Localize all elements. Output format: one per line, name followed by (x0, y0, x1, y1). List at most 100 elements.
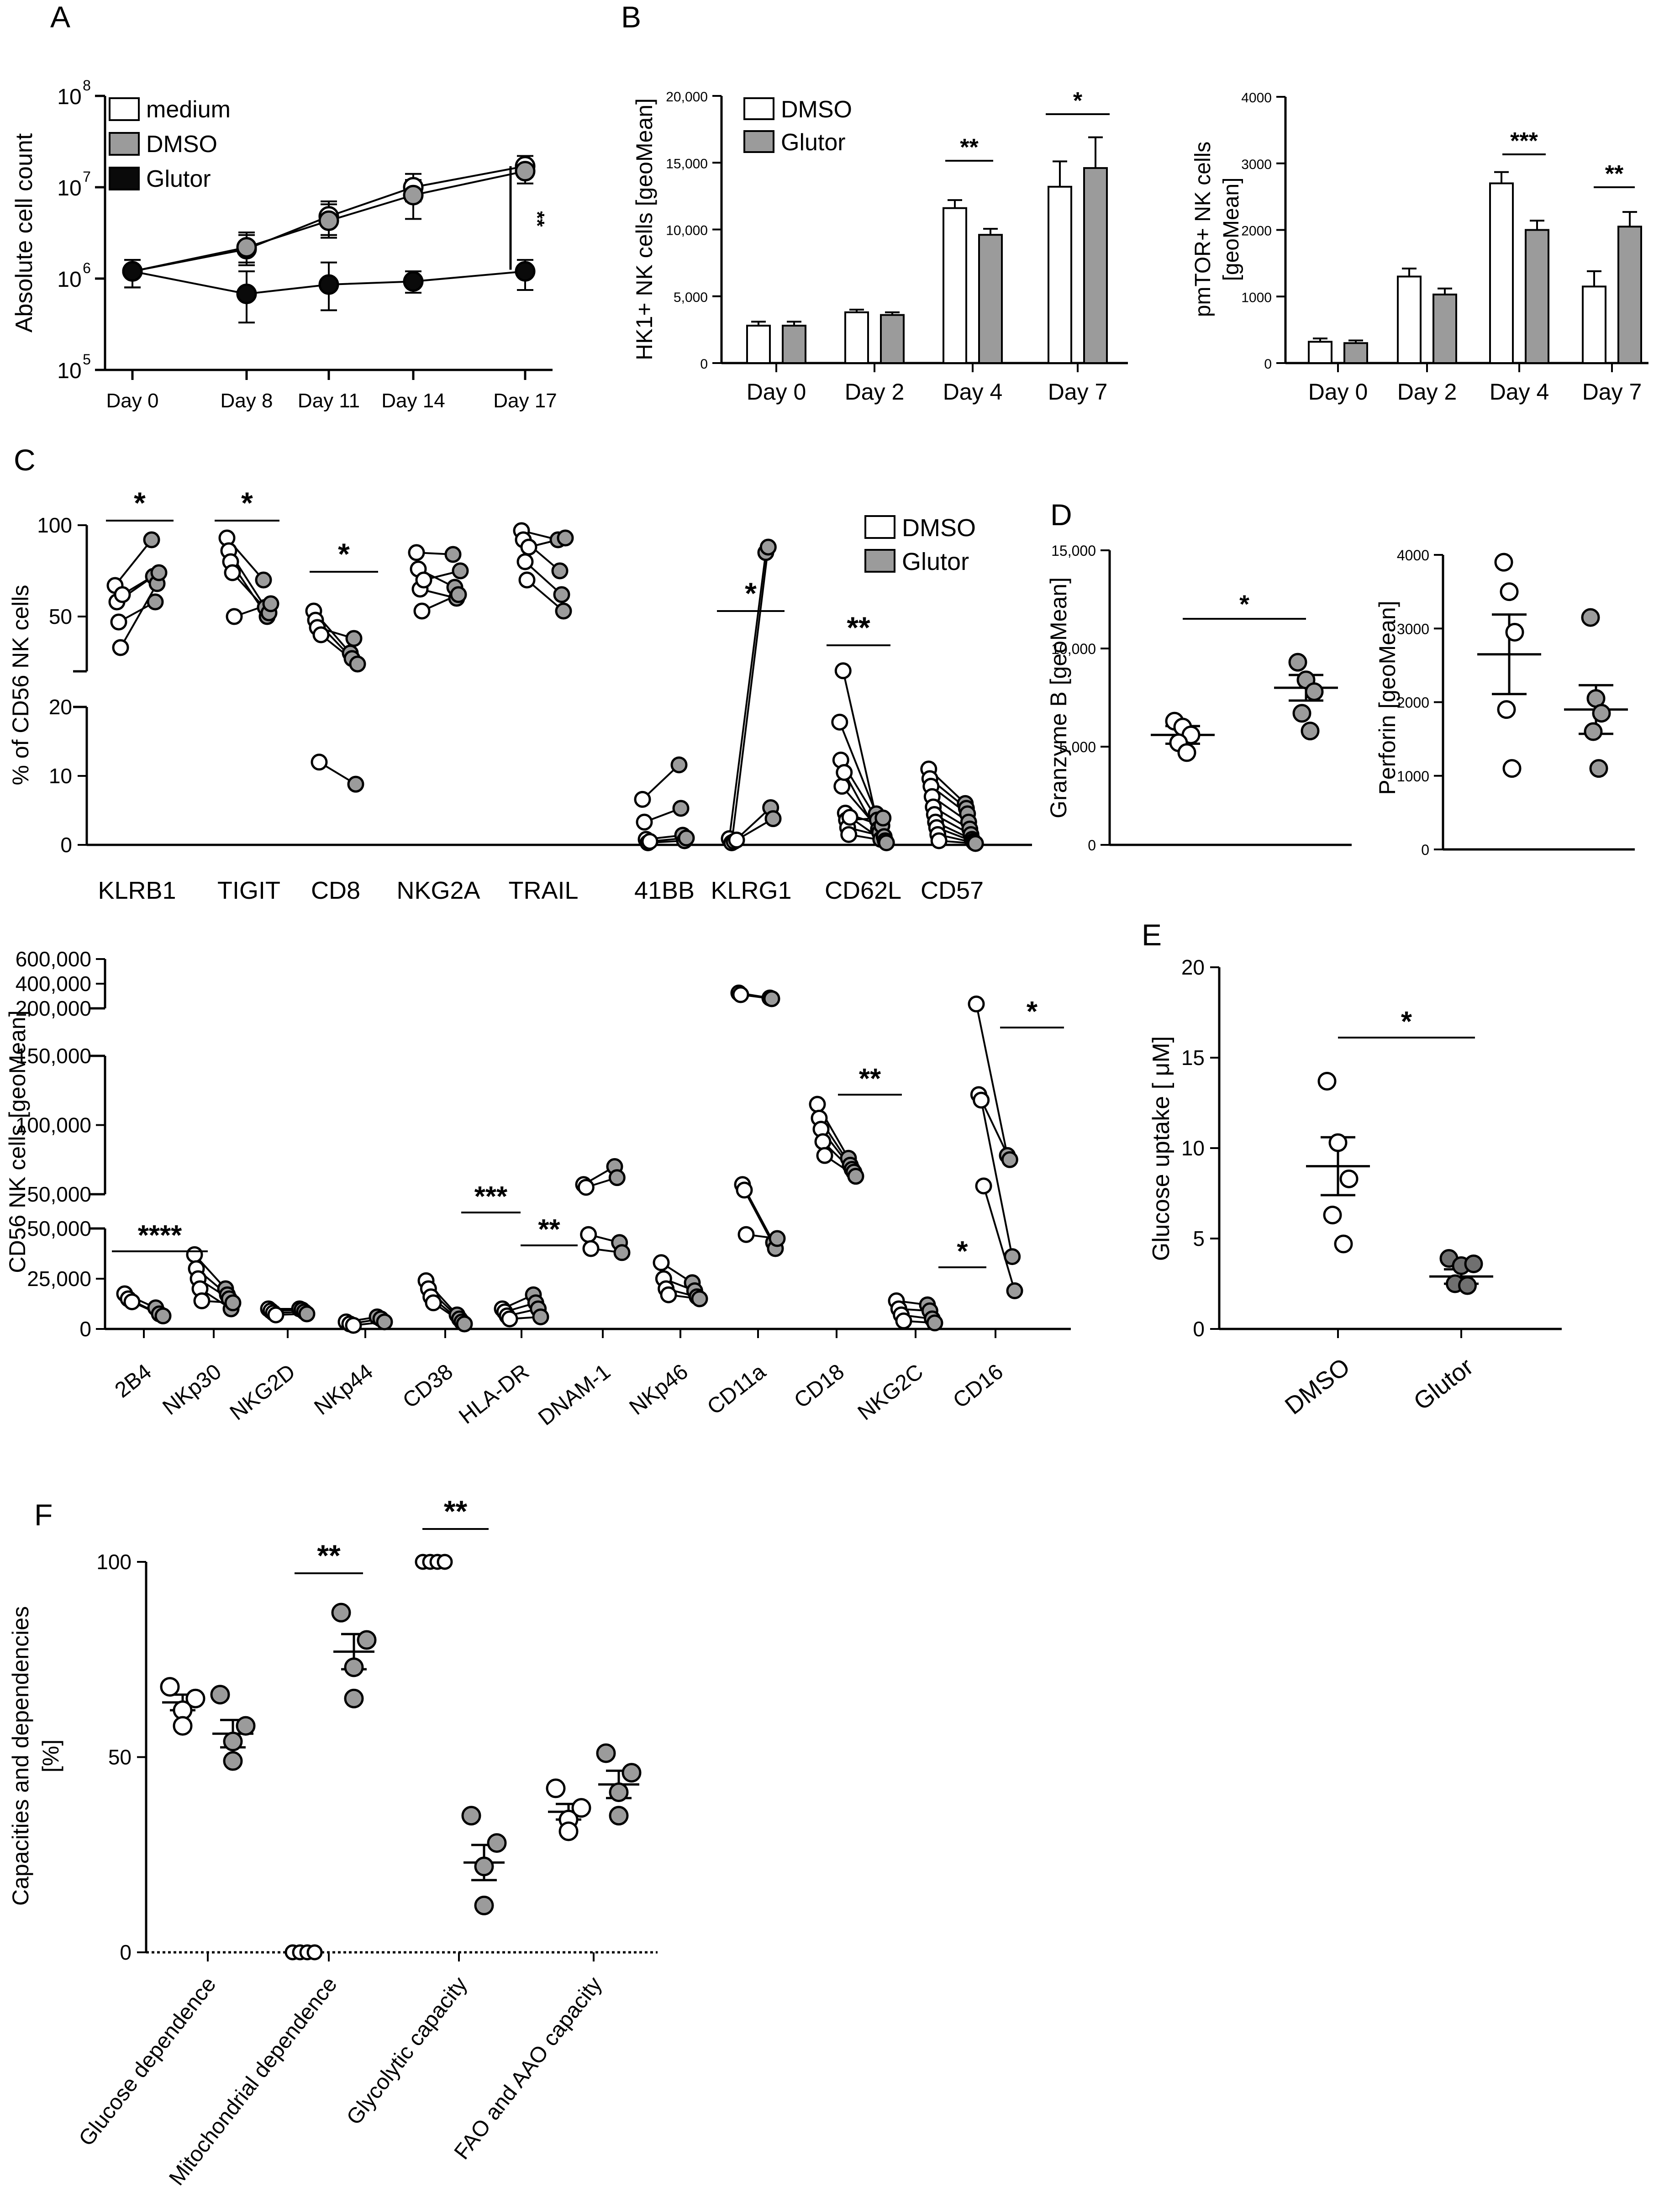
c1-legend-swatch-Glutor (864, 549, 895, 573)
a-y-tick-exponent: 8 (83, 77, 91, 94)
c2-point-dmso (345, 1317, 362, 1334)
b2-bar-DMSO (1489, 182, 1514, 364)
b1-significance-stars: ** (960, 134, 979, 161)
c2-y-tick-label: 600,000 (16, 947, 91, 971)
c1-y-tick-label: 100 (37, 513, 72, 537)
c2-point-dmso (653, 1254, 670, 1271)
b2-y-axis-label-line2: [geoMean] (1219, 178, 1243, 281)
c2-significance-stars: *** (474, 1181, 508, 1212)
d2-point-Glutor (1589, 759, 1608, 778)
f-point-Glutor (621, 1763, 642, 1783)
c2-point-glutor (1004, 1248, 1021, 1265)
d2-y-tick-label: 4000 (1397, 547, 1429, 564)
panel-label-e: E (1142, 918, 1162, 952)
c2-point-glutor (926, 1314, 943, 1332)
a-y-tick-label: 10 (57, 268, 81, 292)
b1-x-tick-label: Day 0 (747, 379, 806, 405)
c2-x-tick-label: NKG2D (226, 1360, 300, 1425)
b2-bar-Glutor (1617, 226, 1642, 364)
c1-point-glutor (672, 800, 690, 817)
c2-significance-stars: * (957, 1236, 968, 1267)
f-point-DMSO (558, 1821, 579, 1841)
a-x-tick-label: Day 14 (381, 390, 445, 412)
b1-legend-swatch-Glutor (743, 130, 774, 153)
a-x-tick-label: Day 17 (493, 390, 557, 412)
d1-point-DMSO (1177, 743, 1196, 762)
c1-point-dmso (110, 613, 127, 631)
c1-x-tick-label: 41BB (634, 877, 695, 904)
e-y-tick-label: 15 (1181, 1046, 1205, 1070)
c2-point-glutor (613, 1244, 631, 1261)
f-point-Glutor (487, 1833, 507, 1853)
a-point-Glutor (122, 261, 143, 282)
c1-point-dmso (841, 809, 858, 826)
f-x-tick-label: Glycolytic capacity (342, 1972, 472, 2130)
d1-point-Glutor (1301, 722, 1320, 741)
a-y-tick-exponent: 6 (83, 260, 91, 276)
c2-x-tick-label: CD11a (703, 1360, 770, 1420)
d2-y-axis-label: Perforin [geoMean] (1375, 601, 1400, 795)
a-y-tick-exponent: 5 (83, 351, 91, 368)
e-x-tick-label: DMSO (1280, 1353, 1355, 1420)
c2-point-glutor (763, 990, 780, 1007)
f-point-Glutor (357, 1630, 377, 1650)
c1-point-glutor (551, 562, 569, 580)
c2-point-glutor (847, 1168, 864, 1185)
panel-label-d: D (1050, 498, 1072, 532)
c1-point-dmso (834, 662, 852, 680)
b1-y-tick-label: 0 (700, 357, 708, 372)
c1-x-tick-label: CD62L (825, 877, 901, 904)
b2-y-tick-label: 1000 (1241, 290, 1272, 305)
f-point-Glutor (344, 1657, 364, 1677)
c2-pair-line (975, 1003, 1008, 1156)
e-significance-stars: * (1401, 1006, 1412, 1038)
c2-point-dmso (737, 1226, 755, 1243)
c2-pair-line (983, 1186, 1016, 1291)
c1-point-dmso (408, 544, 425, 561)
c2-point-glutor (769, 1230, 786, 1247)
d2-point-DMSO (1505, 622, 1524, 642)
c1-point-dmso (226, 608, 243, 625)
c2-point-glutor (608, 1169, 626, 1186)
c1-point-glutor (255, 571, 272, 589)
d2-y-tick-label: 3000 (1397, 621, 1429, 637)
f-y-tick-label: 0 (120, 1940, 132, 1964)
a-point-Glutor (318, 274, 339, 295)
c2-x-tick-label: CD16 (948, 1360, 1007, 1413)
c2-y-tick-label: 150,000 (16, 1044, 91, 1068)
panel-label-a: A (50, 0, 70, 34)
c1-point-dmso (840, 826, 858, 843)
b1-bar-Glutor (978, 234, 1003, 364)
a-legend-swatch-medium (109, 97, 140, 121)
c2-x-tick-label: 2B4 (111, 1360, 156, 1402)
d1-point-Glutor (1305, 682, 1324, 701)
c2-point-dmso (809, 1096, 826, 1113)
f-point-Glutor (236, 1716, 256, 1736)
c2-x-tick-label: NKp46 (625, 1360, 692, 1420)
c2-x-tick-label: HLA-DR (454, 1360, 533, 1429)
c2-y-tick-label: 50,000 (27, 1217, 91, 1240)
panel-label-b: B (621, 0, 641, 34)
f-point-DMSO (571, 1798, 591, 1818)
b2-x-tick-label: Day 2 (1397, 379, 1457, 405)
b1-y-axis-label: HK1+ NK cells [geoMean] (632, 98, 657, 360)
a-legend-label-Glutor: Glutor (146, 166, 211, 192)
c1-point-glutor (874, 809, 892, 827)
e-point-Glutor (1458, 1276, 1477, 1295)
panel-label-f: F (34, 1498, 53, 1532)
c1-point-glutor (450, 586, 467, 603)
a-significance-stars: ** (526, 211, 548, 227)
c2-point-dmso (814, 1133, 832, 1150)
e-y-tick-label: 0 (1193, 1317, 1205, 1341)
b1-legend-swatch-DMSO (743, 97, 774, 120)
d1-y-axis-label: Granzyme B [geoMean] (1046, 577, 1071, 818)
c2-point-dmso (580, 1226, 597, 1243)
b2-significance-stars: ** (1605, 161, 1624, 187)
a-point-DMSO (515, 161, 536, 182)
c1-point-glutor (147, 593, 164, 611)
c1-x-tick-label: TRAIL (508, 877, 578, 904)
c2-point-glutor (224, 1294, 242, 1312)
c2-y-tick-label: 50,000 (27, 1182, 91, 1206)
d1-y-tick-label: 15,000 (1051, 543, 1096, 559)
c2-point-dmso (267, 1306, 284, 1323)
